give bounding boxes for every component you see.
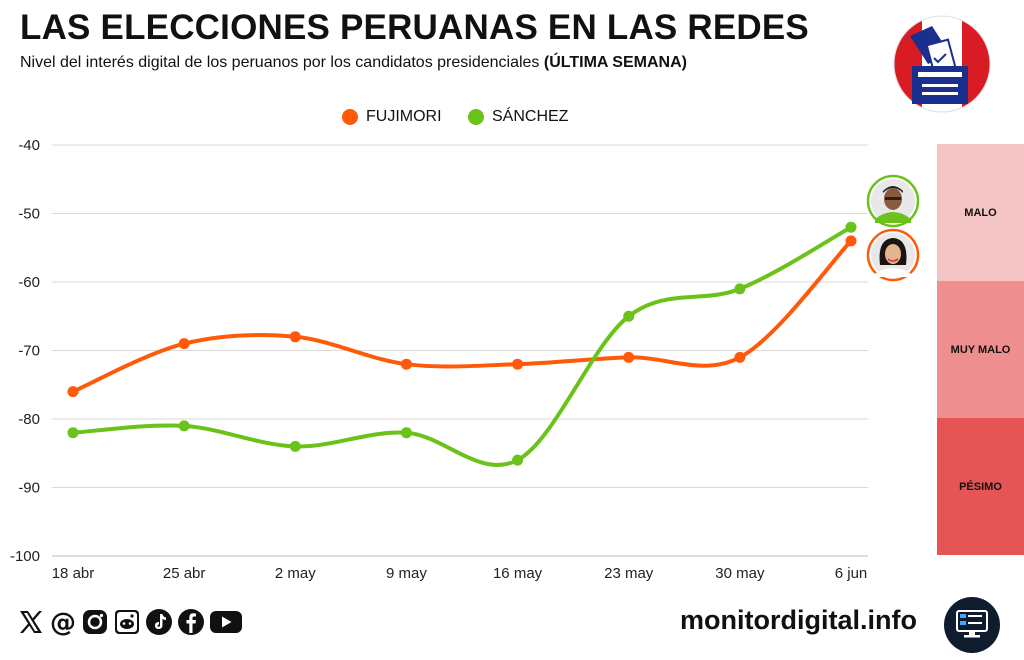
data-point-sanchez <box>623 310 635 322</box>
y-tick-label: -40 <box>18 137 40 154</box>
x-tick-label: 16 may <box>493 565 543 582</box>
youtube-icon[interactable] <box>208 607 244 637</box>
data-point-fujimori <box>623 351 635 363</box>
series-line-sanchez <box>71 225 853 467</box>
ballot-box-logo-icon <box>893 15 991 113</box>
data-point-fujimori <box>734 351 746 363</box>
tiktok-icon[interactable] <box>144 607 174 637</box>
x-tick-label: 18 abr <box>52 565 95 582</box>
data-point-fujimori <box>289 331 301 343</box>
legend-marker-sanchez <box>468 109 484 125</box>
data-point-fujimori <box>512 358 524 370</box>
monitor-logo-icon <box>944 597 1000 653</box>
data-point-fujimori <box>845 235 857 247</box>
x-tick-label: 25 abr <box>163 565 206 582</box>
svg-text:@: @ <box>50 608 76 636</box>
data-point-sanchez <box>734 283 746 295</box>
subtitle-emphasis: (ÚLTIMA SEMANA) <box>543 54 687 71</box>
candidate-avatars <box>866 174 920 282</box>
data-point-sanchez <box>178 420 190 432</box>
rating-zones: MALO MUY MALO PÉSIMO <box>937 144 1024 555</box>
legend-item-sanchez: SÁNCHEZ <box>468 108 568 126</box>
zone-pesimo: PÉSIMO <box>937 418 1024 555</box>
subtitle-text: Nivel del interés digital de los peruano… <box>20 54 540 71</box>
x-tick-label: 30 may <box>715 565 765 582</box>
data-point-sanchez <box>512 454 524 466</box>
data-point-sanchez <box>845 221 857 233</box>
x-axis-ticks: 18 abr 25 abr 2 may 9 may 16 may 23 may 30 may… <box>52 565 868 582</box>
sanchez-avatar <box>866 174 920 228</box>
y-axis-ticks: -40 -50 -60 -70 -80 -90 -100 <box>10 137 40 565</box>
zone-malo: MALO <box>937 144 1024 281</box>
instagram-icon[interactable] <box>80 607 110 637</box>
site-name: monitordigital.info <box>680 605 917 635</box>
social-icons: @ <box>16 607 246 637</box>
y-tick-label: -50 <box>18 206 40 223</box>
legend-item-fujimori: FUJIMORI <box>342 108 442 126</box>
data-point-fujimori <box>400 358 412 370</box>
legend-label-fujimori: FUJIMORI <box>366 108 442 125</box>
series-line-fujimori <box>71 238 853 394</box>
threads-icon[interactable]: @ <box>48 607 78 637</box>
y-tick-label: -80 <box>18 411 40 428</box>
grid-lines <box>52 144 868 557</box>
chart-legend: FUJIMORI SÁNCHEZ <box>0 108 910 128</box>
x-icon[interactable] <box>16 607 46 637</box>
data-point-fujimori <box>178 338 190 350</box>
series-lines <box>67 221 857 467</box>
y-tick-label: -90 <box>18 480 40 497</box>
data-point-sanchez <box>400 427 412 439</box>
facebook-icon[interactable] <box>176 607 206 637</box>
x-tick-label: 2 may <box>275 565 316 582</box>
y-tick-label: -60 <box>18 274 40 291</box>
page-title: LAS ELECCIONES PERUANAS EN LAS REDES <box>20 8 809 47</box>
y-tick-label: -100 <box>10 548 40 565</box>
page-subtitle: Nivel del interés digital de los peruano… <box>20 54 687 72</box>
reddit-icon[interactable] <box>112 607 142 637</box>
legend-label-sanchez: SÁNCHEZ <box>492 108 569 125</box>
zone-muy-malo: MUY MALO <box>937 281 1024 418</box>
fujimori-avatar <box>866 228 920 282</box>
x-tick-label: 9 may <box>386 565 427 582</box>
data-point-sanchez <box>67 427 79 439</box>
data-point-sanchez <box>289 440 301 452</box>
x-tick-label: 23 may <box>604 565 654 582</box>
data-point-fujimori <box>67 386 79 398</box>
x-tick-label: 6 jun <box>835 565 868 582</box>
y-tick-label: -70 <box>18 343 40 360</box>
legend-marker-fujimori <box>342 109 358 125</box>
